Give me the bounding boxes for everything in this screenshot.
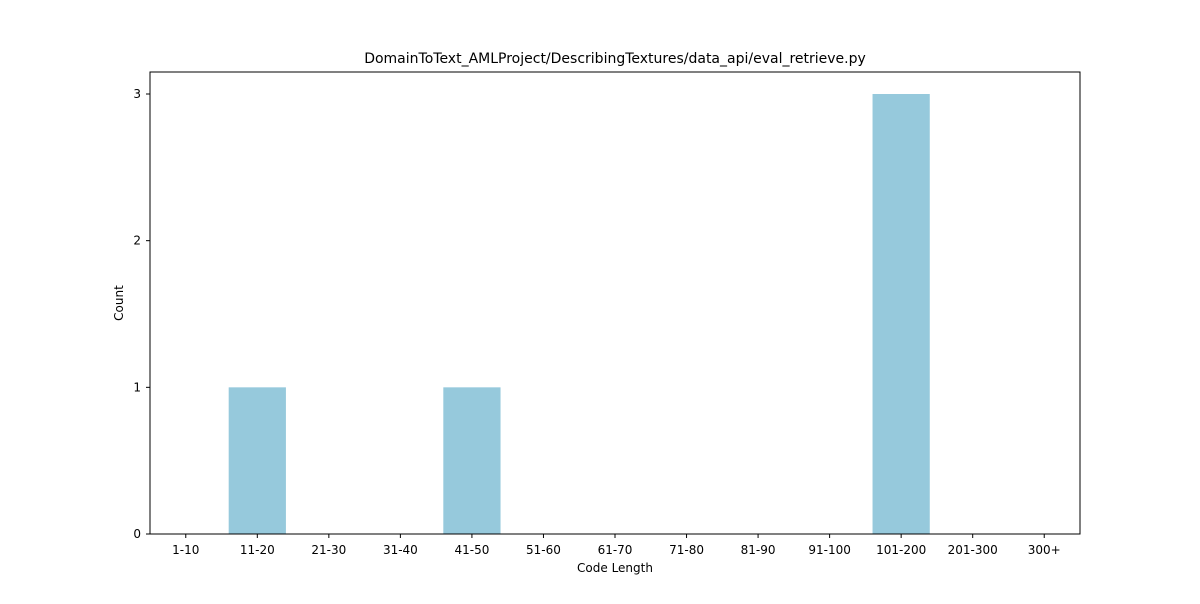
x-tick-label: 81-90 — [741, 543, 776, 557]
x-tick-label: 1-10 — [172, 543, 199, 557]
x-tick-label: 101-200 — [876, 543, 926, 557]
x-tick-label: 11-20 — [240, 543, 275, 557]
y-tick-label: 1 — [133, 380, 141, 394]
y-axis-label: Count — [112, 285, 126, 321]
x-tick-label: 31-40 — [383, 543, 418, 557]
bar-101-200 — [872, 94, 930, 534]
bar-11-20 — [228, 387, 286, 534]
y-axis-ticks: 0 1 2 3 — [133, 87, 150, 541]
bar-41-50 — [443, 387, 501, 534]
x-tick-label: 51-60 — [526, 543, 561, 557]
x-axis-label: Code Length — [577, 561, 653, 575]
x-tick-label: 71-80 — [669, 543, 704, 557]
x-tick-label: 91-100 — [808, 543, 851, 557]
chart-title: DomainToText_AMLProject/DescribingTextur… — [364, 51, 866, 67]
y-tick-label: 0 — [133, 527, 141, 541]
x-tick-label: 21-30 — [311, 543, 346, 557]
y-tick-label: 3 — [133, 87, 141, 101]
x-tick-label: 201-300 — [948, 543, 998, 557]
x-axis-ticks: 1-10 11-20 21-30 31-40 41-50 51-60 61-70 71-80 8… — [172, 534, 1061, 557]
x-tick-label: 41-50 — [454, 543, 489, 557]
y-tick-label: 2 — [133, 234, 141, 248]
x-tick-label: 61-70 — [598, 543, 633, 557]
plot-frame — [149, 71, 1081, 535]
bars-group — [228, 94, 930, 534]
x-tick-label: 300+ — [1028, 543, 1061, 557]
